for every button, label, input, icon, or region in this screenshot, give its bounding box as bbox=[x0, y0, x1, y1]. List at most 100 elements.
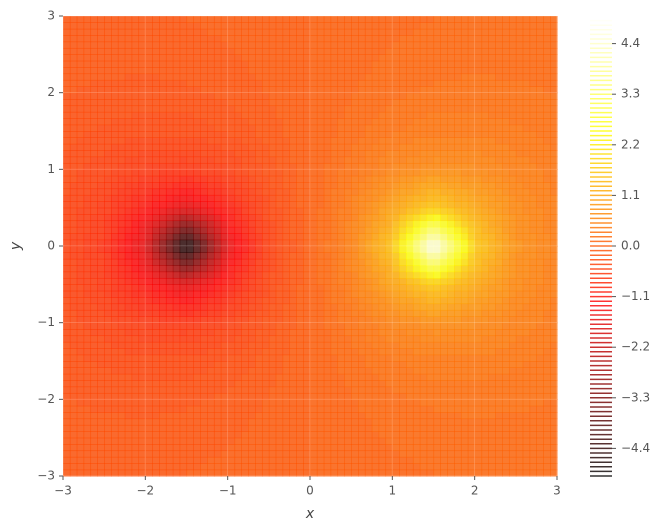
field-cell bbox=[248, 239, 256, 247]
field-cell bbox=[83, 361, 92, 368]
field-cell bbox=[152, 335, 160, 343]
field-cell bbox=[138, 437, 146, 445]
field-cell bbox=[440, 207, 448, 215]
field-cell bbox=[282, 60, 291, 68]
field-cell bbox=[323, 252, 332, 260]
field-cell bbox=[515, 220, 524, 228]
field-cell bbox=[447, 361, 455, 368]
field-cell bbox=[227, 220, 236, 228]
field-cell bbox=[179, 380, 188, 388]
field-cell bbox=[213, 182, 222, 190]
field-cell bbox=[275, 431, 284, 439]
field-cell bbox=[289, 469, 297, 477]
field-cell bbox=[207, 233, 215, 241]
field-cell bbox=[488, 60, 496, 68]
field-cell bbox=[159, 303, 167, 311]
field-cell bbox=[296, 284, 304, 292]
field-cell bbox=[433, 322, 441, 330]
field-cell bbox=[131, 431, 140, 439]
field-cell bbox=[508, 277, 517, 285]
field-cell bbox=[440, 124, 448, 132]
field-cell bbox=[447, 111, 455, 119]
field-cell bbox=[385, 246, 393, 253]
field-cell bbox=[447, 105, 455, 113]
field-cell bbox=[550, 297, 558, 305]
field-cell bbox=[433, 99, 441, 107]
field-cell bbox=[447, 73, 455, 81]
field-cell bbox=[234, 60, 242, 68]
field-cell bbox=[406, 456, 414, 464]
field-cell bbox=[385, 380, 393, 388]
field-cell bbox=[488, 284, 496, 292]
field-cell bbox=[117, 361, 126, 368]
field-cell bbox=[351, 201, 359, 209]
field-cell bbox=[550, 156, 558, 164]
field-cell bbox=[323, 412, 332, 420]
field-cell bbox=[337, 60, 345, 68]
field-cell bbox=[543, 182, 551, 190]
field-cell bbox=[392, 79, 400, 87]
field-cell bbox=[344, 271, 352, 279]
field-cell bbox=[220, 60, 229, 68]
field-cell bbox=[248, 188, 256, 196]
field-cell bbox=[200, 169, 208, 177]
field-cell bbox=[543, 150, 551, 158]
field-cell bbox=[460, 277, 469, 285]
field-cell bbox=[63, 252, 71, 260]
field-cell bbox=[207, 169, 215, 177]
field-cell bbox=[529, 341, 538, 349]
field-cell bbox=[63, 341, 71, 349]
field-cell bbox=[227, 118, 236, 126]
field-cell bbox=[282, 284, 291, 292]
field-cell bbox=[159, 290, 167, 298]
field-cell bbox=[406, 150, 414, 158]
field-cell bbox=[179, 348, 188, 356]
field-cell bbox=[76, 405, 85, 413]
field-cell bbox=[179, 22, 188, 30]
field-cell bbox=[515, 131, 524, 138]
field-cell bbox=[406, 226, 414, 234]
field-cell bbox=[316, 284, 325, 292]
field-cell bbox=[165, 60, 174, 68]
field-cell bbox=[399, 341, 407, 349]
field-cell bbox=[296, 214, 304, 222]
field-cell bbox=[193, 124, 201, 132]
field-cell bbox=[344, 437, 352, 445]
field-cell bbox=[241, 361, 249, 368]
field-cell bbox=[330, 188, 339, 196]
field-cell bbox=[419, 335, 428, 343]
field-cell bbox=[186, 201, 194, 209]
field-cell bbox=[474, 405, 483, 413]
field-cell bbox=[488, 380, 496, 388]
field-cell bbox=[447, 309, 455, 317]
field-cell bbox=[474, 111, 483, 119]
field-cell bbox=[344, 392, 352, 400]
field-cell bbox=[447, 188, 455, 196]
field-cell bbox=[241, 143, 249, 151]
field-cell bbox=[385, 92, 393, 100]
field-cell bbox=[289, 456, 297, 464]
field-cell bbox=[447, 150, 455, 158]
field-cell bbox=[515, 92, 524, 100]
field-cell bbox=[220, 271, 229, 279]
field-cell bbox=[303, 99, 311, 107]
field-cell bbox=[227, 277, 236, 285]
field-cell bbox=[406, 182, 414, 190]
field-cell bbox=[289, 111, 297, 119]
field-cell bbox=[220, 169, 229, 177]
field-cell bbox=[131, 162, 140, 170]
field-cell bbox=[268, 150, 277, 158]
field-cell bbox=[385, 124, 393, 132]
field-cell bbox=[227, 329, 236, 337]
field-cell bbox=[131, 131, 140, 138]
field-cell bbox=[460, 386, 469, 394]
field-cell bbox=[117, 175, 126, 183]
field-cell bbox=[344, 329, 352, 337]
field-cell bbox=[392, 354, 400, 362]
field-cell bbox=[467, 297, 476, 305]
field-cell bbox=[138, 105, 146, 113]
field-cell bbox=[392, 111, 400, 119]
field-cell bbox=[152, 220, 160, 228]
field-cell bbox=[275, 246, 284, 253]
field-cell bbox=[412, 143, 421, 151]
